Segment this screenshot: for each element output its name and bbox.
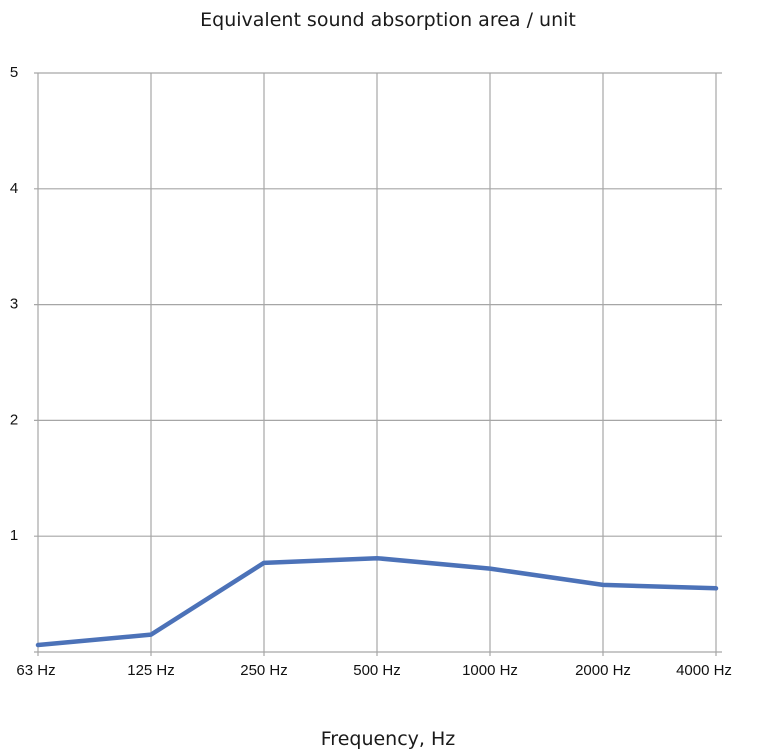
x-tick-label: 125 Hz — [127, 662, 175, 679]
y-axis-ticks: 1 2 3 4 5 — [10, 64, 18, 544]
chart-title: Equivalent sound absorption area / unit — [200, 9, 576, 31]
y-tick-label: 4 — [10, 180, 18, 197]
x-tick-label: 1000 Hz — [462, 662, 518, 679]
y-tick-label: 3 — [10, 296, 18, 313]
x-tick-label: 250 Hz — [240, 662, 288, 679]
y-tick-label: 5 — [10, 64, 18, 81]
series-line — [35, 555, 719, 648]
y-tick-label: 2 — [10, 411, 18, 428]
series-layer — [35, 555, 719, 648]
x-axis-ticks: 63 Hz 125 Hz 250 Hz 500 Hz 1000 Hz 2000 Hz 400… — [16, 662, 732, 679]
grid-layer — [34, 72, 722, 656]
x-axis-label: Frequency, Hz — [320, 728, 456, 750]
y-tick-label: 1 — [10, 527, 18, 544]
x-tick-label: 4000 Hz — [676, 662, 732, 679]
x-tick-label: 63 Hz — [16, 662, 55, 679]
x-tick-label: 500 Hz — [353, 662, 401, 679]
x-tick-label: 2000 Hz — [575, 662, 631, 679]
